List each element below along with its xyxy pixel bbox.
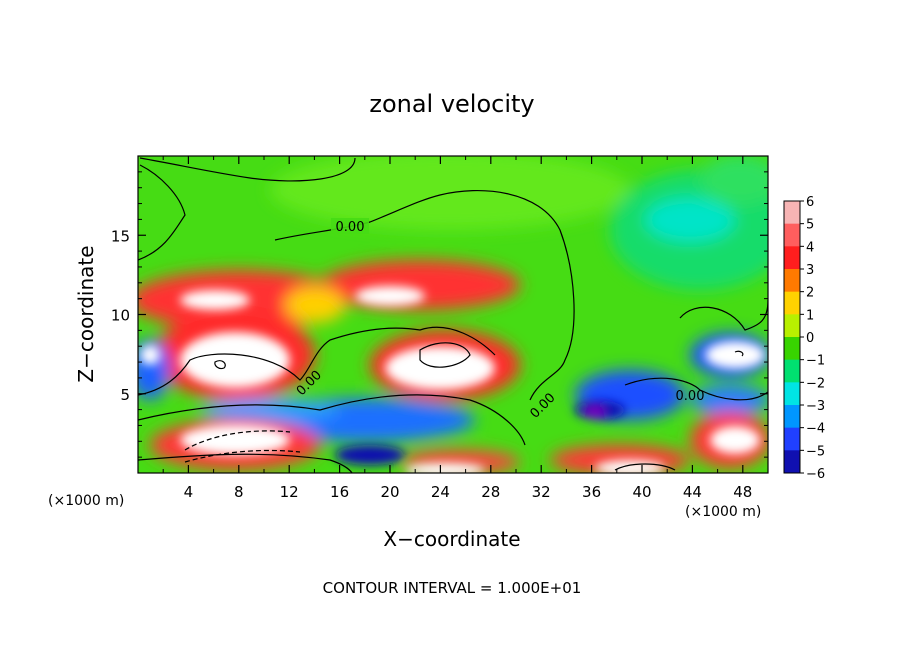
colorbar-swatch — [784, 291, 800, 315]
x-tick-label: 4 — [184, 483, 194, 501]
y-tick-label: 5 — [120, 386, 130, 404]
colorbar-label: 2 — [806, 286, 814, 301]
colorbar-label: 1 — [806, 308, 814, 323]
colorbar-swatch — [784, 223, 800, 247]
colorbar-swatch — [784, 337, 800, 361]
colorbar-swatch — [784, 269, 800, 293]
x-tick-label: 44 — [683, 483, 702, 501]
colorbar-label: 6 — [806, 195, 814, 210]
colorbar-label: 4 — [806, 240, 814, 255]
x-tick-label: 8 — [234, 483, 244, 501]
x-axis-ticks: 4 8 12 16 20 24 28 32 36 40 44 48 — [162, 156, 752, 501]
y-tick-label: 15 — [111, 227, 130, 245]
x-tick-label: 32 — [532, 483, 551, 501]
colorbar-label: 5 — [806, 218, 814, 233]
contour-interval-note: CONTOUR INTERVAL = 1.000E+01 — [323, 579, 582, 597]
contour-label: 0.00 — [676, 389, 705, 404]
colorbar-swatch — [784, 359, 800, 383]
colorbar-label: −6 — [806, 467, 825, 482]
colorbar-label: −1 — [806, 354, 825, 369]
colorbar-swatch — [784, 427, 800, 451]
x-tick-label: 24 — [431, 483, 450, 501]
colorbar-swatch — [784, 405, 800, 429]
chart-title: zonal velocity — [369, 90, 534, 118]
x-tick-label: 48 — [733, 483, 752, 501]
colorbar-swatch — [784, 201, 800, 225]
colorbar-swatch — [784, 450, 800, 474]
heatmap-field — [138, 156, 768, 473]
x-tick-label: 28 — [481, 483, 500, 501]
y-tick-label: 10 — [111, 307, 130, 325]
colorbar-label: 0 — [806, 331, 814, 346]
colorbar-label: 3 — [806, 263, 814, 278]
colorbar-swatch — [784, 246, 800, 270]
x-tick-label: 16 — [330, 483, 349, 501]
x-unit-left: (×1000 m) — [48, 493, 124, 509]
x-tick-label: 40 — [632, 483, 651, 501]
colorbar-swatch — [784, 314, 800, 338]
x-tick-label: 20 — [380, 483, 399, 501]
colorbar-label: −2 — [806, 376, 825, 391]
y-axis-label: Z−coordinate — [74, 245, 98, 382]
colorbar-label: −3 — [806, 399, 825, 414]
contour-label: 0.00 — [336, 220, 365, 235]
x-tick-label: 12 — [280, 483, 299, 501]
colorbar: 6 5 4 3 2 1 0 −1 −2 −3 −4 −5 −6 — [783, 195, 825, 482]
colorbar-label: −4 — [806, 422, 825, 437]
x-tick-label: 36 — [582, 483, 601, 501]
colorbar-swatch — [784, 382, 800, 406]
contour-lines — [138, 157, 768, 473]
colorbar-label: −5 — [806, 444, 825, 459]
x-axis-label: X−coordinate — [383, 527, 520, 551]
y-axis-ticks: 5 10 15 — [111, 171, 768, 458]
x-unit-right: (×1000 m) — [685, 504, 761, 520]
